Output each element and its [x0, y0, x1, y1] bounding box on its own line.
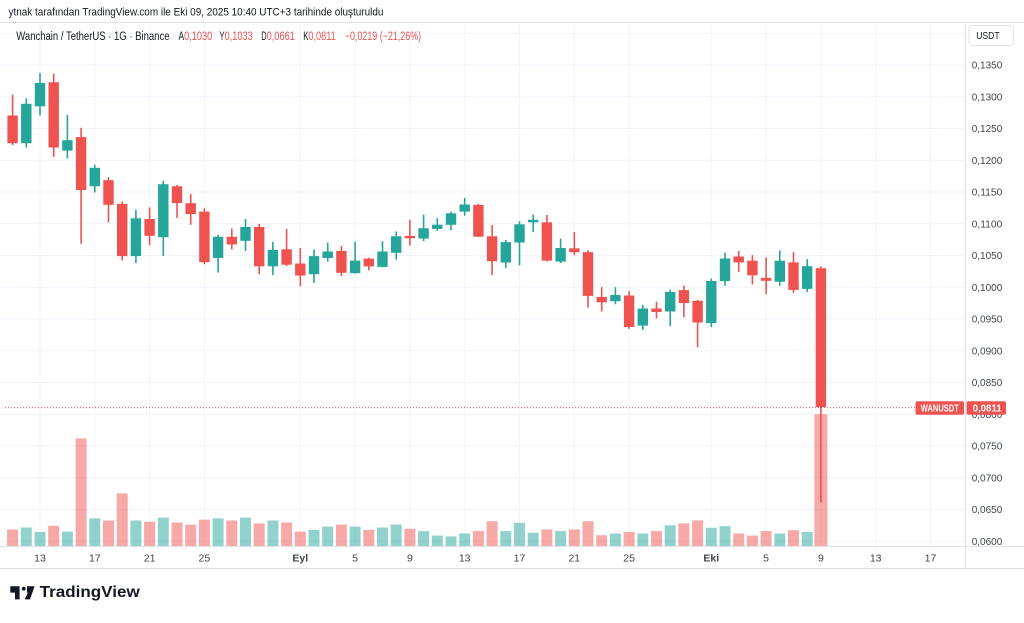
svg-text:0,1250: 0,1250	[972, 124, 1003, 135]
svg-text:0,0650: 0,0650	[972, 505, 1003, 516]
svg-text:USDT: USDT	[976, 30, 1000, 42]
svg-text:0,0950: 0,0950	[972, 315, 1003, 326]
svg-text:−0,0219 (−21,26%): −0,0219 (−21,26%)	[345, 31, 421, 43]
svg-text:9: 9	[407, 552, 413, 564]
svg-text:Eyl: Eyl	[292, 552, 308, 564]
svg-text:Eki: Eki	[703, 552, 719, 564]
svg-text:0,1030: 0,1030	[184, 31, 212, 43]
svg-text:0,1100: 0,1100	[972, 219, 1003, 230]
svg-text:0,1350: 0,1350	[972, 61, 1003, 72]
svg-text:D: D	[261, 31, 266, 43]
svg-text:13: 13	[459, 552, 471, 564]
svg-text:21: 21	[144, 552, 156, 564]
svg-text:13: 13	[870, 552, 882, 564]
svg-text:A: A	[179, 31, 185, 43]
svg-text:Wanchain / TetherUS · 1G · Bin: Wanchain / TetherUS · 1G · Binance	[16, 31, 169, 43]
svg-text:ytnak tarafından TradingView.c: ytnak tarafından TradingView.com ile Eki…	[9, 6, 384, 18]
svg-text:0,0700: 0,0700	[972, 473, 1003, 484]
svg-text:17: 17	[925, 552, 937, 564]
svg-text:0,0811: 0,0811	[973, 404, 1003, 415]
svg-text:0,1200: 0,1200	[972, 156, 1003, 167]
svg-text:0,0811: 0,0811	[308, 31, 335, 43]
svg-text:0,0900: 0,0900	[972, 346, 1003, 357]
svg-text:0,1033: 0,1033	[225, 31, 253, 43]
svg-text:K: K	[303, 31, 308, 43]
svg-text:0,1300: 0,1300	[972, 92, 1003, 103]
svg-text:0,0661: 0,0661	[267, 31, 295, 43]
svg-text:0,0800: 0,0800	[972, 410, 1003, 421]
svg-text:9: 9	[818, 552, 824, 564]
svg-text:25: 25	[623, 552, 635, 564]
svg-text:0,0600: 0,0600	[972, 537, 1003, 548]
svg-text:0,1150: 0,1150	[972, 188, 1003, 199]
svg-text:5: 5	[352, 552, 358, 564]
svg-text:5: 5	[763, 552, 769, 564]
svg-text:17: 17	[89, 552, 101, 564]
svg-text:17: 17	[514, 552, 526, 564]
svg-text:0,1050: 0,1050	[972, 251, 1003, 262]
svg-text:0,1000: 0,1000	[972, 283, 1003, 294]
svg-text:13: 13	[34, 552, 46, 564]
svg-text:WANUSDT: WANUSDT	[921, 404, 959, 415]
svg-text:Y: Y	[219, 31, 224, 43]
svg-text:0,0850: 0,0850	[972, 378, 1003, 389]
svg-text:25: 25	[199, 552, 211, 564]
svg-text:21: 21	[568, 552, 580, 564]
svg-text:0,0750: 0,0750	[972, 442, 1003, 453]
svg-text:TradingView: TradingView	[40, 584, 141, 601]
